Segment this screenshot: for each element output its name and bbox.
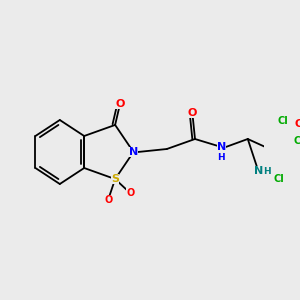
Text: O: O xyxy=(188,108,197,118)
Text: O: O xyxy=(116,99,125,109)
Text: N: N xyxy=(217,142,226,152)
Text: Cl: Cl xyxy=(278,116,288,126)
Text: O: O xyxy=(294,119,300,129)
Text: Cl: Cl xyxy=(293,136,300,146)
Text: H: H xyxy=(218,152,225,161)
Text: O: O xyxy=(126,188,134,198)
Text: Cl: Cl xyxy=(273,174,284,184)
Text: S: S xyxy=(111,174,119,184)
Text: H: H xyxy=(263,167,271,176)
Text: O: O xyxy=(104,195,112,205)
Text: N: N xyxy=(129,147,138,157)
Text: N: N xyxy=(254,166,263,176)
